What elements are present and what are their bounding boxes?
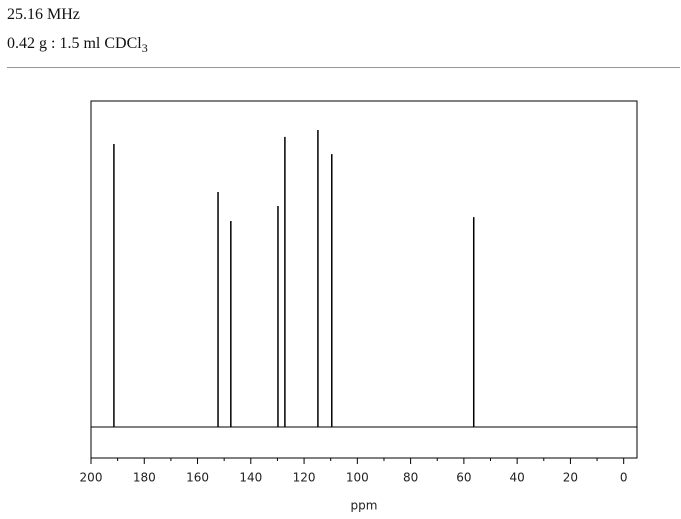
x-tick-label: 0: [620, 471, 628, 485]
x-tick-label: 80: [403, 471, 418, 485]
x-tick-label: 140: [239, 471, 262, 485]
x-tick-label: 180: [133, 471, 156, 485]
header-rule: [7, 67, 680, 68]
x-tick-label: 100: [346, 471, 369, 485]
plot-frame: [90, 100, 638, 459]
x-tick-label: 60: [456, 471, 471, 485]
sample-text: 0.42 g : 1.5 ml CDCl: [7, 35, 142, 52]
x-tick-label: 160: [186, 471, 209, 485]
x-tick-label: 200: [80, 471, 103, 485]
sample: 0.42 g : 1.5 ml CDCl3: [7, 35, 148, 56]
x-tick-label: 40: [510, 471, 525, 485]
x-tick-label: 120: [293, 471, 316, 485]
sample-subscript: 3: [141, 41, 148, 56]
frequency: 25.16 MHz: [7, 6, 80, 23]
x-tick-label: 20: [563, 471, 578, 485]
x-axis-label: ppm: [351, 499, 378, 513]
